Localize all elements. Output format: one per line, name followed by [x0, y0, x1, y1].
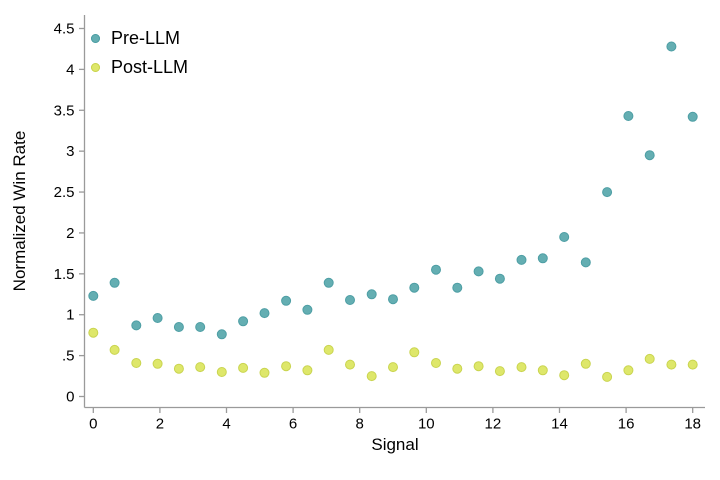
data-point-pre-llm [537, 253, 548, 264]
data-point-pre-llm [131, 320, 142, 331]
data-point-pre-llm [366, 289, 377, 300]
data-point-post-llm [302, 365, 313, 376]
data-point-pre-llm [559, 232, 570, 242]
data-point-pre-llm [173, 322, 184, 332]
data-point-pre-llm [473, 266, 484, 277]
y-tick-label: .5 [62, 348, 75, 365]
x-tick-label: 12 [485, 416, 502, 433]
x-tick-label: 4 [222, 416, 230, 433]
x-axis-title: Signal [371, 435, 419, 454]
data-point-post-llm [431, 358, 441, 368]
data-point-pre-llm [109, 277, 120, 288]
data-point-pre-llm [238, 316, 249, 327]
x-tick-label: 18 [684, 416, 701, 433]
data-point-pre-llm [409, 282, 420, 293]
data-point-pre-llm [281, 295, 292, 306]
data-point-post-llm [259, 367, 270, 378]
data-point-post-llm [109, 344, 120, 355]
legend-item-post-llm: Post-LLM [91, 53, 188, 82]
data-point-post-llm [173, 363, 184, 374]
data-point-post-llm [687, 359, 698, 370]
data-point-post-llm [644, 353, 655, 364]
data-point-pre-llm [602, 187, 613, 198]
data-point-pre-llm [152, 313, 163, 323]
data-point-post-llm [131, 358, 142, 368]
y-tick-label: 4.5 [54, 20, 75, 37]
x-tick-label: 16 [618, 416, 635, 433]
data-point-post-llm [559, 370, 570, 381]
y-tick-label: 4 [66, 61, 74, 78]
y-tick-label: 3.5 [54, 102, 75, 119]
data-point-pre-llm [388, 294, 398, 305]
data-point-pre-llm [259, 308, 270, 319]
data-point-post-llm [152, 358, 163, 369]
data-point-post-llm [388, 362, 398, 373]
data-point-post-llm [666, 359, 677, 370]
data-point-pre-llm [687, 111, 698, 122]
data-point-pre-llm [302, 304, 313, 315]
data-point-pre-llm [195, 322, 206, 332]
x-tick-label: 2 [156, 416, 164, 433]
y-tick-label: 1 [66, 307, 74, 324]
y-tick-label: 1.5 [54, 266, 75, 283]
data-point-post-llm [516, 362, 527, 373]
data-point-post-llm [345, 359, 355, 370]
x-tick-label: 0 [89, 416, 97, 433]
data-point-post-llm [452, 363, 463, 374]
x-tick-label: 6 [289, 416, 297, 433]
x-tick-label: 14 [551, 416, 568, 433]
legend-label-pre-llm: Pre-LLM [111, 28, 181, 48]
data-point-pre-llm [216, 329, 227, 340]
x-tick-label: 10 [418, 416, 435, 433]
data-point-post-llm [473, 361, 484, 372]
y-axis-title: Normalized Win Rate [10, 130, 29, 292]
pre-llm-marker-icon [91, 34, 100, 43]
legend-item-pre-llm: Pre-LLM [91, 24, 188, 53]
data-point-pre-llm [644, 150, 655, 161]
data-point-post-llm [88, 327, 99, 338]
data-point-post-llm [580, 358, 591, 369]
data-point-pre-llm [88, 290, 99, 301]
legend-label-post-llm: Post-LLM [111, 57, 189, 77]
legend: Pre-LLM Post-LLM [91, 24, 188, 82]
data-point-post-llm [323, 344, 334, 355]
data-point-pre-llm [452, 282, 463, 293]
data-point-post-llm [366, 371, 377, 382]
data-point-pre-llm [494, 273, 505, 284]
data-point-post-llm [494, 366, 505, 377]
data-point-post-llm [216, 367, 227, 377]
data-point-pre-llm [666, 41, 677, 52]
y-tick-label: 3 [66, 143, 74, 160]
data-point-pre-llm [323, 277, 334, 288]
data-point-pre-llm [345, 295, 355, 305]
y-tick-label: 2 [66, 225, 74, 242]
data-point-pre-llm [623, 111, 634, 121]
data-point-post-llm [238, 362, 249, 373]
y-tick-label: 0 [66, 389, 74, 406]
data-point-pre-llm [516, 254, 527, 265]
post-llm-marker-icon [91, 63, 100, 72]
data-point-post-llm [409, 347, 420, 358]
data-point-pre-llm [431, 264, 441, 275]
data-point-post-llm [281, 361, 292, 372]
x-tick-label: 8 [356, 416, 364, 433]
data-point-post-llm [195, 362, 206, 373]
data-point-post-llm [623, 365, 634, 376]
y-tick-label: 2.5 [54, 184, 75, 201]
data-point-post-llm [602, 371, 613, 382]
data-point-pre-llm [580, 257, 591, 268]
data-point-post-llm [537, 365, 548, 376]
